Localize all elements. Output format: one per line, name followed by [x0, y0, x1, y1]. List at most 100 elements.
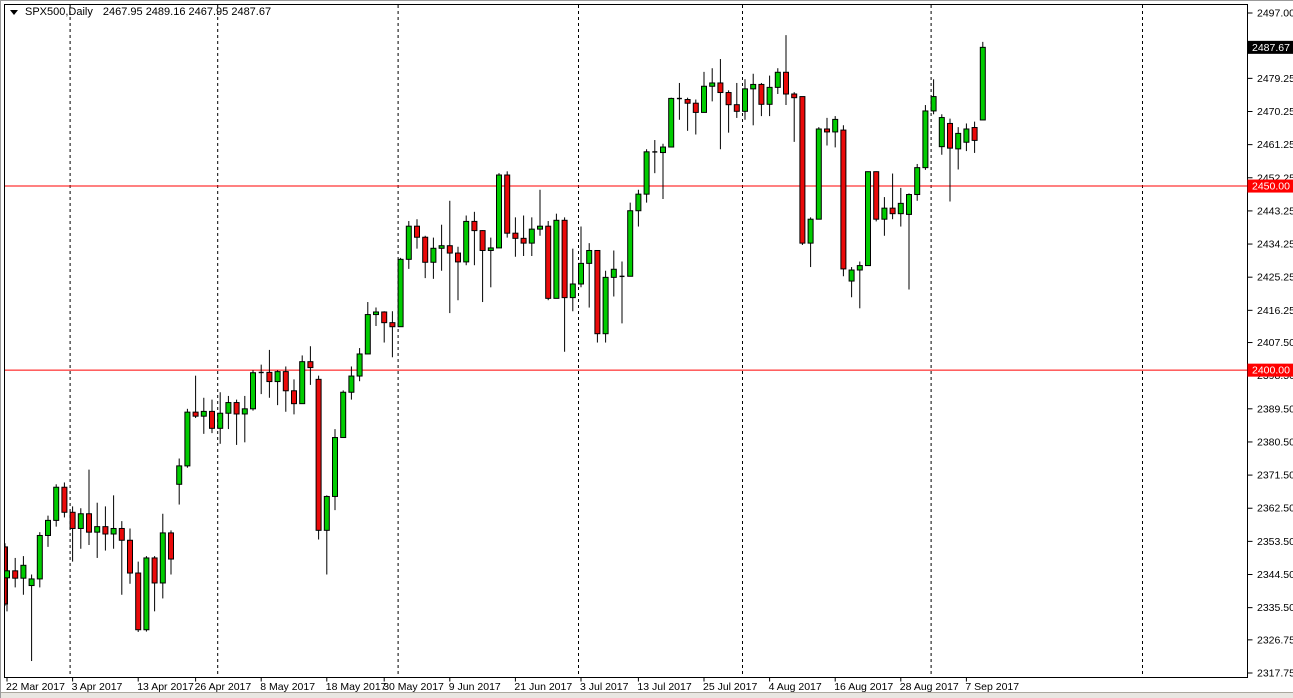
candle-body-up — [930, 96, 937, 112]
candle-body-up — [348, 375, 355, 393]
candle-body-up — [897, 202, 904, 215]
candle-body-down — [594, 249, 601, 335]
candle-body-up — [922, 110, 929, 169]
candle-body-up — [914, 167, 921, 196]
candle-body-up — [742, 88, 748, 112]
candle-body-down — [69, 511, 76, 529]
candle-body-up — [627, 210, 634, 277]
candle-body-down — [168, 532, 174, 560]
candle-body-up — [217, 412, 224, 429]
candle-body-down — [446, 245, 453, 254]
candle-body-down — [282, 371, 289, 392]
level-price-badge — [1247, 363, 1293, 377]
price-axis-label: 2335.50 — [1257, 602, 1293, 614]
candle-body-up — [865, 171, 871, 267]
candle-body-down — [676, 97, 682, 100]
candle-body-down — [824, 128, 830, 133]
window-bottom-edge — [1, 692, 1293, 698]
candle-body-down — [209, 410, 215, 429]
candle-body-down — [545, 225, 552, 299]
candle-body-down — [12, 570, 19, 579]
candle-body-up — [619, 275, 625, 278]
candle-body-up — [955, 132, 962, 150]
candle-body-up — [258, 371, 264, 374]
candle-body-down — [233, 402, 240, 415]
candle-body-down — [717, 82, 724, 94]
candle-body-down — [561, 219, 568, 299]
candle-body-up — [848, 269, 855, 282]
candle-body-up — [274, 371, 281, 383]
candle-body-up — [881, 207, 888, 220]
candle-body-up — [660, 146, 666, 154]
candle-body-up — [906, 194, 912, 215]
price-axis-label: 2461.25 — [1257, 139, 1293, 151]
candle-body-down — [61, 486, 68, 513]
candle-body-up — [184, 411, 191, 467]
candle-body-up — [36, 534, 43, 580]
time-axis-label: 7 Sep 2017 — [965, 681, 1019, 693]
candle-body-down — [758, 83, 765, 105]
price-axis-label: 2443.25 — [1257, 205, 1293, 217]
price-axis-label: 2326.75 — [1257, 634, 1293, 646]
level-price-badge-text: 2400.00 — [1252, 365, 1290, 377]
candle-body-down — [381, 311, 388, 324]
price-axis-label: 2371.50 — [1257, 470, 1293, 482]
candle-body-down — [783, 71, 789, 95]
candle-body-up — [487, 247, 494, 251]
candle-body-up — [635, 193, 642, 212]
candle-body-up — [750, 83, 757, 90]
candle-body-up — [938, 117, 945, 148]
candle-body-down — [135, 572, 142, 631]
candle-body-up — [250, 372, 256, 410]
candle-body-up — [299, 361, 306, 405]
price-axis-label: 2425.25 — [1257, 272, 1293, 284]
candle-body-down — [504, 174, 511, 234]
candle-body-up — [610, 268, 617, 278]
candle-body-down — [692, 102, 699, 113]
candle-body-up — [578, 262, 584, 285]
time-axis-label: 22 Mar 2017 — [6, 681, 65, 693]
candle-body-down — [455, 252, 461, 263]
candle-body-up — [373, 311, 379, 316]
candle-body-down — [479, 230, 486, 251]
candle-body-down — [799, 96, 806, 244]
candle-body-up — [528, 228, 535, 244]
candle-body-down — [291, 390, 297, 405]
candle-body-down — [307, 361, 314, 369]
candle-body-up — [602, 276, 609, 335]
candle-body-down — [389, 322, 396, 328]
level-price-badge-text: 2450.00 — [1252, 181, 1290, 193]
time-axis-label: 4 Aug 2017 — [769, 681, 822, 693]
candle-body-up — [430, 247, 437, 263]
chart-dropdown-icon[interactable] — [10, 9, 18, 15]
candle-body-up — [94, 526, 101, 533]
candle-body-up — [807, 218, 814, 244]
candle-body-down — [840, 129, 847, 270]
candle-body-up — [5, 570, 10, 579]
current-price-badge-text: 2487.67 — [1252, 42, 1290, 54]
candle-body-down — [652, 151, 658, 153]
candle-body-up — [643, 151, 650, 195]
candle-body-down — [192, 411, 199, 417]
candle-body-up — [200, 410, 207, 417]
candle-body-down — [471, 220, 478, 232]
time-axis-label: 28 Aug 2017 — [900, 681, 959, 693]
price-axis-label: 2317.75 — [1257, 667, 1293, 679]
time-axis-label: 8 May 2017 — [260, 681, 315, 693]
candle-body-up — [340, 391, 347, 439]
candle-body-up — [463, 220, 470, 263]
candle-body-down — [971, 127, 978, 141]
candle-body-down — [684, 99, 691, 104]
candle-body-up — [397, 258, 404, 328]
candle-body-up — [553, 219, 560, 299]
candle-body-up — [77, 513, 84, 529]
current-price-badge — [1247, 40, 1293, 54]
candle-body-up — [438, 245, 445, 249]
time-axis-label: 3 Apr 2017 — [72, 681, 123, 693]
time-axis-label: 3 Jul 2017 — [580, 681, 629, 693]
candle-body-up — [537, 225, 543, 230]
candle-body-down — [151, 557, 158, 584]
price-axis-label: 2344.50 — [1257, 569, 1293, 581]
